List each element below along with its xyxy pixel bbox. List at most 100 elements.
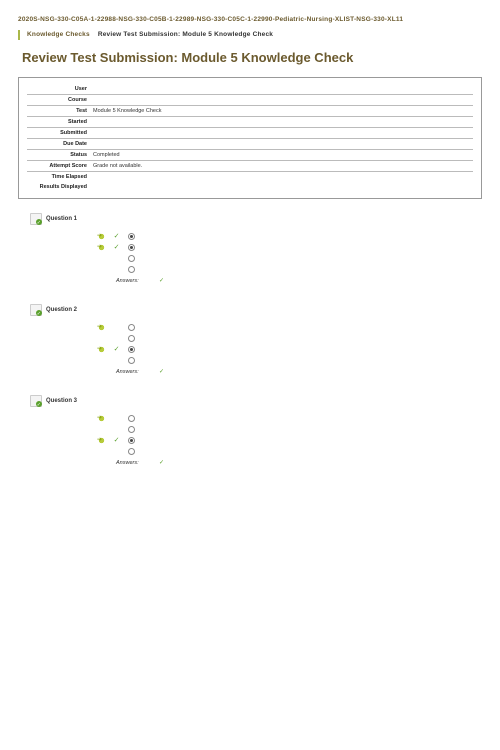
summary-value <box>93 174 473 180</box>
correct-check-icon: ✓ <box>113 244 120 251</box>
breadcrumb-current: Review Test Submission: Module 5 Knowled… <box>98 31 273 39</box>
correct-check-icon: ✓ <box>113 233 120 240</box>
choice-radio[interactable] <box>128 244 135 251</box>
summary-row: TestModule 5 Knowledge Check <box>27 106 473 117</box>
answers-label: Answers: <box>116 278 156 284</box>
choice-row <box>98 266 482 273</box>
choice-row: ✓ <box>98 437 482 444</box>
selected-arrow-icon <box>98 255 105 262</box>
summary-value <box>93 86 473 92</box>
correct-check-icon <box>113 266 120 273</box>
summary-label: Time Elapsed <box>27 174 93 180</box>
choice-radio[interactable] <box>128 415 135 422</box>
selected-arrow-icon <box>98 437 105 444</box>
summary-row: Attempt ScoreGrade not available. <box>27 161 473 172</box>
summary-label: Test <box>27 108 93 114</box>
summary-row: Submitted <box>27 128 473 139</box>
choice-radio[interactable] <box>128 233 135 240</box>
choice-row <box>98 357 482 364</box>
selected-arrow-icon <box>98 266 105 273</box>
summary-row: Course <box>27 95 473 106</box>
choice-radio[interactable] <box>128 255 135 262</box>
summary-value <box>93 130 473 136</box>
summary-label: Course <box>27 97 93 103</box>
choice-row <box>98 448 482 455</box>
page-title: Review Test Submission: Module 5 Knowled… <box>22 50 482 65</box>
summary-value <box>93 141 473 147</box>
correct-check-icon <box>113 255 120 262</box>
choice-radio[interactable] <box>128 324 135 331</box>
selected-arrow-icon <box>98 346 105 353</box>
question: ✓Question 1✓✓Answers:✓ <box>30 213 482 284</box>
selected-arrow-icon <box>98 415 105 422</box>
summary-row: Results Displayed <box>27 182 473 192</box>
selected-arrow-icon <box>98 426 105 433</box>
summary-value: Grade not available. <box>93 163 473 169</box>
choice-radio[interactable] <box>128 426 135 433</box>
summary-label: Status <box>27 152 93 158</box>
selected-arrow-icon <box>98 335 105 342</box>
choice-row <box>98 415 482 422</box>
summary-value <box>93 119 473 125</box>
breadcrumb: 2020S-NSG-330-C05A-1-22988-NSG-330-C05B-… <box>18 16 482 40</box>
correct-badge-icon: ✓ <box>30 395 42 407</box>
choice-row <box>98 324 482 331</box>
answers-block: Answers:✓ <box>116 277 482 284</box>
question-title: Question 2 <box>46 307 77 313</box>
selected-arrow-icon <box>98 324 105 331</box>
correct-check-icon <box>113 357 120 364</box>
choice-radio[interactable] <box>128 357 135 364</box>
question-title: Question 1 <box>46 216 77 222</box>
summary-label: Attempt Score <box>27 163 93 169</box>
summary-row: User <box>27 84 473 95</box>
answers-label: Answers: <box>116 460 156 466</box>
choice-radio[interactable] <box>128 346 135 353</box>
choice-radio[interactable] <box>128 437 135 444</box>
summary-row: StatusCompleted <box>27 150 473 161</box>
choice-radio[interactable] <box>128 335 135 342</box>
correct-badge-icon: ✓ <box>30 213 42 225</box>
answers-label: Answers: <box>116 369 156 375</box>
correct-check-icon: ✓ <box>113 437 120 444</box>
answers-tick-icon: ✓ <box>159 278 164 284</box>
correct-check-icon <box>113 324 120 331</box>
correct-check-icon <box>113 448 120 455</box>
summary-label: User <box>27 86 93 92</box>
answers-block: Answers:✓ <box>116 368 482 375</box>
selected-arrow-icon <box>98 357 105 364</box>
summary-value <box>93 97 473 103</box>
breadcrumb-path[interactable]: 2020S-NSG-330-C05A-1-22988-NSG-330-C05B-… <box>18 16 482 24</box>
summary-row: Time Elapsed <box>27 172 473 182</box>
correct-check-icon <box>113 335 120 342</box>
choice-row <box>98 335 482 342</box>
summary-row: Started <box>27 117 473 128</box>
choice-radio[interactable] <box>128 448 135 455</box>
question-title: Question 3 <box>46 398 77 404</box>
selected-arrow-icon <box>98 244 105 251</box>
submission-summary: UserCourseTestModule 5 Knowledge CheckSt… <box>18 77 482 199</box>
correct-check-icon <box>113 426 120 433</box>
answers-tick-icon: ✓ <box>159 460 164 466</box>
summary-value: Completed <box>93 152 473 158</box>
correct-check-icon <box>113 415 120 422</box>
correct-badge-icon: ✓ <box>30 304 42 316</box>
correct-check-icon: ✓ <box>113 346 120 353</box>
summary-label: Submitted <box>27 130 93 136</box>
choice-row: ✓ <box>98 233 482 240</box>
choice-row: ✓ <box>98 346 482 353</box>
selected-arrow-icon <box>98 448 105 455</box>
choice-row <box>98 255 482 262</box>
breadcrumb-section[interactable]: Knowledge Checks <box>27 31 90 39</box>
answers-block: Answers:✓ <box>116 459 482 466</box>
selected-arrow-icon <box>98 233 105 240</box>
summary-label: Started <box>27 119 93 125</box>
choice-radio[interactable] <box>128 266 135 273</box>
summary-label: Results Displayed <box>27 184 93 190</box>
summary-label: Due Date <box>27 141 93 147</box>
summary-value: Module 5 Knowledge Check <box>93 108 473 114</box>
answers-tick-icon: ✓ <box>159 369 164 375</box>
summary-value <box>93 184 473 190</box>
question: ✓Question 2✓Answers:✓ <box>30 304 482 375</box>
breadcrumb-bar-icon <box>18 30 20 40</box>
summary-row: Due Date <box>27 139 473 150</box>
